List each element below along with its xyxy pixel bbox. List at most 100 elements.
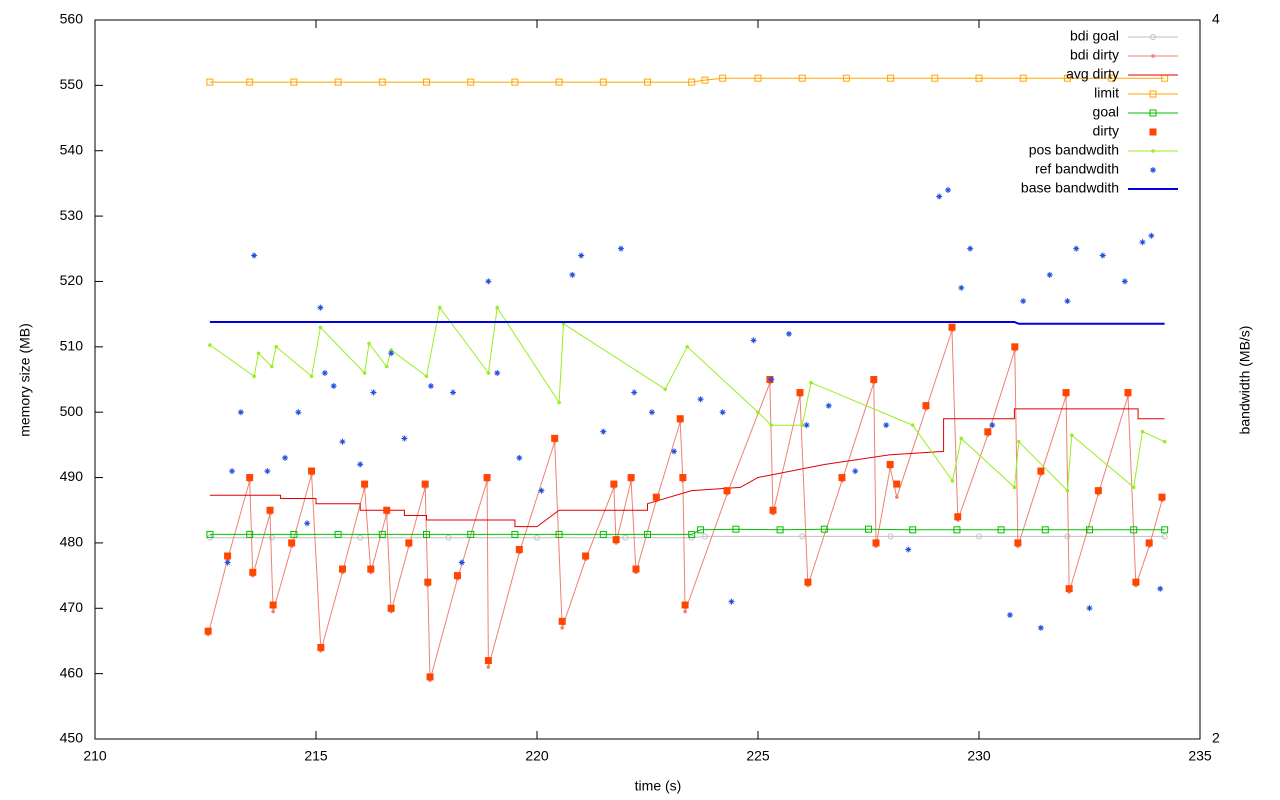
legend-label: limit <box>1094 85 1119 101</box>
marker <box>1148 232 1155 239</box>
marker <box>610 480 618 488</box>
legend-label: base bandwdith <box>1021 180 1119 196</box>
marker <box>495 305 500 310</box>
marker <box>206 78 214 86</box>
legend-label: bdi dirty <box>1070 47 1119 63</box>
y-tick-label: 450 <box>60 730 84 746</box>
marker <box>330 382 337 389</box>
marker <box>852 468 859 475</box>
marker <box>534 534 540 541</box>
marker <box>632 565 640 573</box>
marker <box>1086 605 1093 612</box>
marker <box>204 627 212 635</box>
marker <box>922 402 930 410</box>
marker <box>701 76 709 84</box>
marker <box>224 559 231 566</box>
marker <box>1065 585 1073 593</box>
marker <box>894 495 899 499</box>
marker <box>723 487 731 495</box>
y-tick-label: 480 <box>60 534 84 550</box>
marker <box>362 371 367 375</box>
marker <box>483 474 491 482</box>
marker <box>809 380 813 385</box>
marker <box>683 609 687 614</box>
marker <box>732 525 740 533</box>
marker <box>1161 526 1169 534</box>
marker <box>842 74 850 82</box>
marker <box>578 252 585 259</box>
marker <box>308 467 316 475</box>
marker <box>317 304 324 311</box>
marker <box>295 409 302 416</box>
legend-swatch <box>1149 128 1157 136</box>
marker <box>423 530 430 538</box>
marker <box>256 351 261 356</box>
marker <box>688 78 696 86</box>
marker <box>290 78 298 86</box>
x-tick-label: 220 <box>525 748 549 764</box>
y-axis-label: memory size (MB) <box>17 323 33 437</box>
marker <box>458 559 465 566</box>
y-tick-label: 520 <box>60 272 84 288</box>
marker <box>288 539 296 547</box>
marker <box>1012 485 1017 490</box>
legend-swatch <box>1150 34 1156 40</box>
marker <box>954 513 962 521</box>
marker <box>997 526 1005 534</box>
marker <box>318 325 323 330</box>
legend-label: bdi goal <box>1070 28 1119 44</box>
marker <box>511 78 519 86</box>
y-tick-label: 510 <box>60 338 84 354</box>
marker <box>644 78 651 86</box>
marker <box>538 487 545 494</box>
marker <box>208 343 212 347</box>
marker <box>663 387 667 392</box>
marker <box>838 474 846 482</box>
marker <box>1063 74 1071 82</box>
marker <box>756 410 760 415</box>
marker <box>1099 252 1106 259</box>
marker <box>424 578 432 586</box>
marker <box>652 493 660 501</box>
legend-label: avg dirty <box>1066 66 1119 82</box>
marker <box>870 376 878 383</box>
marker <box>679 474 687 482</box>
marker <box>953 526 961 534</box>
marker <box>799 533 806 540</box>
legend-swatch <box>1150 167 1156 173</box>
marker <box>378 78 386 86</box>
y-tick-label: 530 <box>60 207 84 223</box>
marker <box>264 468 271 475</box>
marker <box>631 389 638 396</box>
marker <box>426 673 434 681</box>
marker <box>958 284 965 291</box>
legend-swatch <box>1151 149 1155 153</box>
x-tick-label: 230 <box>967 748 991 764</box>
legend-label: dirty <box>1093 123 1119 139</box>
legend-swatch <box>1149 90 1157 98</box>
marker <box>1124 389 1132 397</box>
marker <box>803 422 810 429</box>
marker <box>1037 624 1044 631</box>
marker <box>887 533 894 540</box>
marker <box>1130 526 1138 534</box>
y-tick-label: 550 <box>60 76 84 92</box>
marker <box>701 533 708 540</box>
x-tick-label: 210 <box>83 748 107 764</box>
marker <box>378 530 386 538</box>
marker <box>334 530 342 538</box>
marker <box>909 526 917 534</box>
marker <box>796 389 804 397</box>
marker <box>246 530 254 538</box>
y-tick-label: 460 <box>60 664 84 680</box>
marker <box>1011 343 1019 351</box>
marker <box>266 506 274 514</box>
marker <box>872 539 880 547</box>
marker <box>445 534 452 541</box>
marker <box>776 526 784 534</box>
marker <box>367 341 371 346</box>
marker <box>339 438 346 445</box>
marker <box>754 74 762 82</box>
marker <box>627 474 635 482</box>
